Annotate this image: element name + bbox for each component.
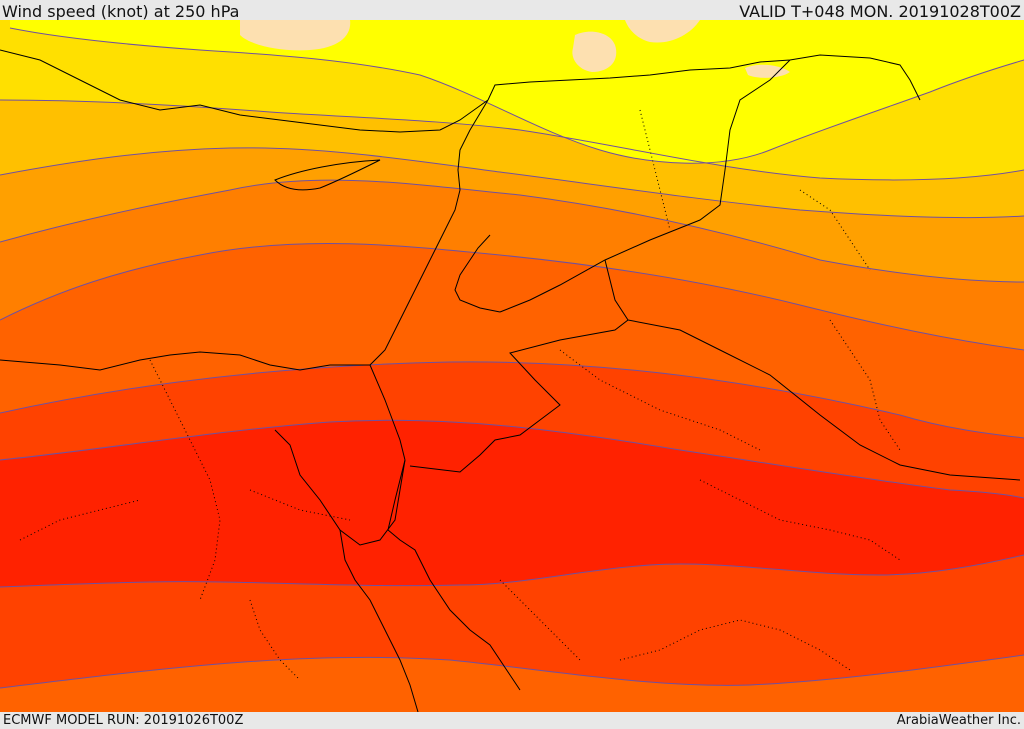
contour-lines bbox=[0, 27, 1024, 689]
band-orange bbox=[0, 180, 1024, 350]
band-lightest-2 bbox=[572, 31, 617, 72]
band-yellow bbox=[10, 20, 1024, 164]
map-title: Wind speed (knot) at 250 hPa bbox=[2, 2, 240, 21]
band-lightest-1 bbox=[240, 20, 351, 51]
credit-label: ArabiaWeather Inc. bbox=[896, 713, 1021, 728]
band-orange-light bbox=[0, 147, 1024, 282]
band-red-core bbox=[0, 420, 1024, 587]
model-run-label: ECMWF MODEL RUN: 20191026T00Z bbox=[3, 713, 244, 728]
map-footer: ECMWF MODEL RUN: 20191026T00Z ArabiaWeat… bbox=[0, 712, 1024, 729]
band-lightest-4 bbox=[625, 20, 700, 43]
valid-time: VALID T+048 MON. 20191028T00Z bbox=[739, 2, 1021, 21]
internal-boundaries bbox=[19, 109, 901, 681]
band-orange-dark-upper bbox=[0, 243, 1024, 438]
band-lightest-3 bbox=[745, 64, 790, 78]
map-header: Wind speed (knot) at 250 hPa VALID T+048… bbox=[0, 0, 1024, 21]
band-amber bbox=[0, 100, 1024, 218]
country-borders bbox=[0, 49, 1021, 712]
map-canvas bbox=[0, 20, 1024, 712]
wind-speed-map bbox=[0, 20, 1024, 712]
